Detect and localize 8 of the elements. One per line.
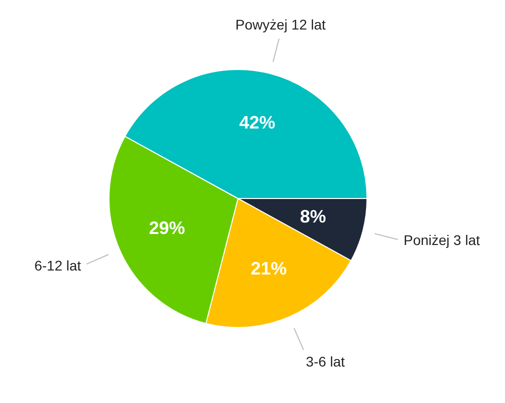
data-label: 42%: [239, 112, 276, 132]
slice-label: 3-6 lat: [306, 353, 345, 370]
data-label: 29%: [148, 218, 185, 238]
slice-label: Powyżej 12 lat: [235, 16, 326, 33]
data-label: 21%: [250, 258, 287, 279]
data-label: 8%: [300, 206, 326, 227]
slice-label: Poniżej 3 lat: [404, 232, 480, 248]
slice-label: 6-12 lat: [34, 257, 82, 274]
